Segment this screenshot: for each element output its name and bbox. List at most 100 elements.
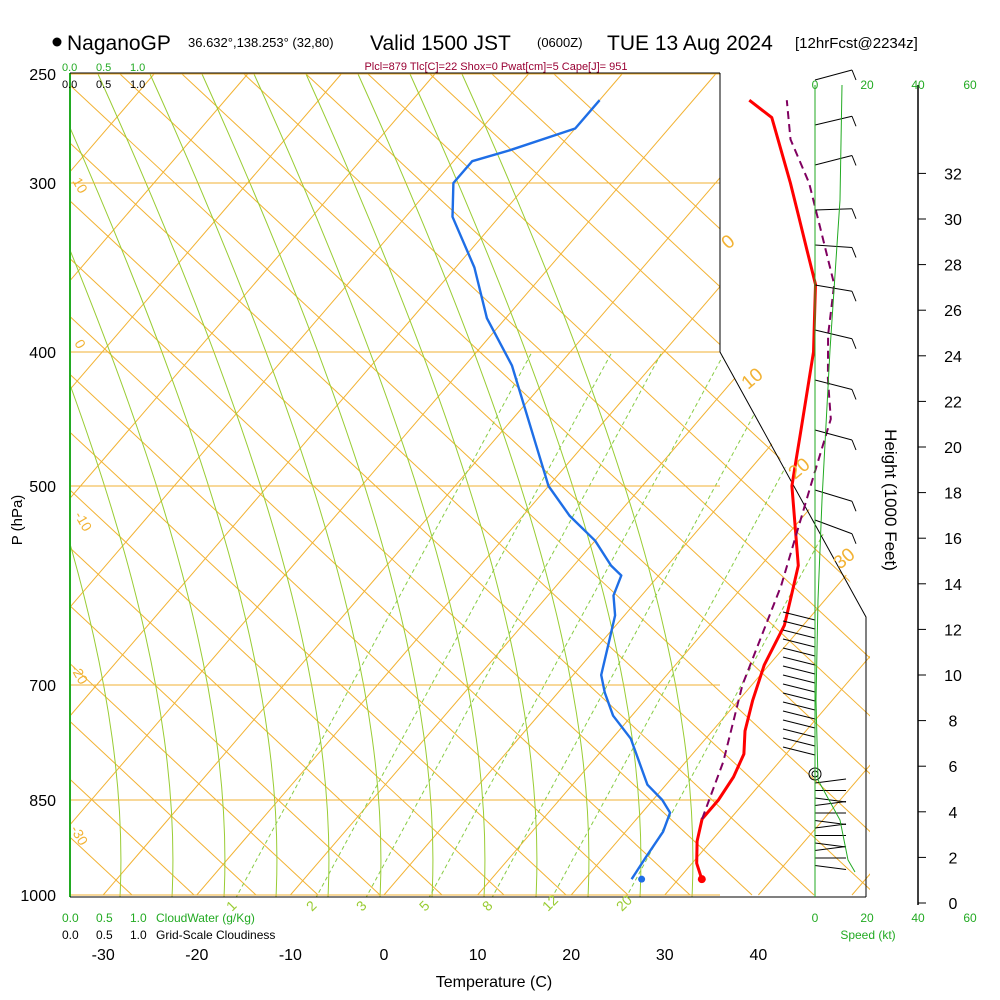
theta-label: 0	[71, 337, 89, 352]
parcel-line	[701, 100, 836, 820]
mixing-ratio-line	[428, 351, 726, 897]
dry-adiabat-line	[70, 605, 381, 896]
cloud-top-black-0: 0.0	[62, 79, 77, 91]
cloudiness-label: Grid-Scale Cloudiness	[156, 928, 275, 942]
cloud-bottom-green-0: 0.0	[62, 911, 79, 925]
temperature-tick-label: 10	[469, 947, 487, 964]
height-axis-label: Height (1000 Feet)	[881, 429, 900, 571]
height-tick-label: 18	[944, 486, 962, 503]
temperature-tick-label: 20	[562, 947, 580, 964]
dry-adiabat-line	[70, 836, 133, 896]
height-tick-label: 4	[949, 805, 958, 822]
wind-scale: 0 20 40 60 0 20 40 60 Speed (kt)	[812, 78, 977, 942]
wind-barb-flag	[851, 501, 857, 512]
cloud-bottom-black-0: 0.0	[62, 928, 79, 942]
dry-adiabat-line	[70, 720, 257, 896]
isotherm-line	[383, 329, 870, 896]
height-tick-label: 28	[944, 258, 962, 275]
isotherm-line	[70, 73, 155, 173]
isotherm-line	[70, 73, 623, 717]
wind-barb	[782, 737, 816, 747]
moist-adiabat-line	[70, 542, 122, 897]
mixing-ratio-line	[365, 351, 663, 897]
moist-adiabat-line	[70, 382, 174, 897]
wind-bottom-40: 40	[911, 911, 925, 925]
temperature-line	[695, 99, 817, 880]
isotherm-line	[70, 73, 436, 500]
cloud-top-black-1: 0.5	[96, 79, 111, 91]
moist-adiabat-line	[70, 248, 226, 897]
height-tick-label: 10	[944, 668, 962, 685]
moist-adiabat-line	[357, 73, 590, 897]
cloud-bottom-black-1: 0.5	[96, 928, 113, 942]
temperature-tick-label: -20	[185, 947, 208, 964]
isotherm-line	[70, 73, 249, 282]
wind-top-40: 40	[911, 78, 925, 92]
wind-barb	[814, 489, 853, 502]
station-name: NaganoGP	[67, 32, 171, 55]
dewpoint-line	[451, 99, 672, 880]
dry-adiabat-line	[429, 73, 870, 486]
wind-barb	[782, 620, 816, 630]
dry-adiabat-line	[70, 200, 815, 896]
height-tick-label: 20	[944, 440, 962, 457]
zulu-time: (0600Z)	[537, 35, 583, 50]
height-tick-label: 26	[944, 303, 962, 320]
wind-speed-label: Speed (kt)	[840, 928, 895, 942]
pressure-tick-label: 1000	[20, 888, 56, 905]
wind-barb	[814, 208, 853, 211]
wind-barb-flag	[851, 247, 857, 258]
mixing-ratio-label: 2	[303, 897, 320, 914]
mixing-ratio-label: 3	[353, 897, 370, 914]
wind-barb	[782, 665, 816, 675]
dry-adiabat-line	[0, 74, 8, 895]
wind-top-0: 0	[812, 78, 819, 92]
wind-barb	[782, 683, 816, 693]
dry-adiabat-line	[70, 84, 870, 833]
moist-adiabat-line	[409, 73, 642, 897]
wind-barb	[814, 846, 847, 851]
cloud-scale-bottom: 0.0 0.5 1.0 CloudWater (g/Kg) 0.0 0.5 1.…	[62, 911, 275, 942]
isotherm-line	[70, 73, 342, 391]
height-tick-label: 22	[944, 394, 962, 411]
wind-barb	[814, 115, 853, 126]
wind-barb	[782, 692, 816, 702]
wind-top-60: 60	[963, 78, 977, 92]
wind-barb	[814, 379, 853, 390]
valid-time: Valid 1500 JST	[370, 32, 511, 55]
wind-barb-flag	[851, 389, 857, 400]
dry-adiabat-line	[553, 73, 870, 370]
temperature-tick-label: -30	[92, 947, 115, 964]
isotherm-line	[664, 655, 870, 896]
moist-adiabat-line	[253, 73, 486, 897]
wind-barb	[782, 719, 816, 729]
profiles	[451, 99, 836, 884]
theta-label: -20	[67, 662, 91, 688]
pressure-tick-label: 850	[29, 793, 56, 810]
cloud-top-green-1: 0.5	[96, 62, 111, 74]
dry-adiabat-line	[70, 142, 870, 891]
wind-barbs	[782, 69, 857, 873]
wind-barb-flag	[851, 69, 857, 81]
temperature-tick-label: 40	[750, 947, 768, 964]
height-tick-label: 32	[944, 166, 962, 183]
dry-adiabat-line	[70, 315, 691, 896]
moist-adiabat-line	[305, 73, 538, 897]
isotherm-line	[70, 73, 717, 826]
surface-temperature-point	[697, 875, 706, 884]
y-axis-label: P (hPa)	[9, 495, 26, 546]
dry-adiabat-line	[243, 73, 870, 659]
wind-bottom-0: 0	[812, 911, 819, 925]
wind-barb	[814, 778, 847, 784]
wind-barb	[782, 656, 816, 666]
wind-barb	[782, 629, 816, 639]
moist-adiabat-line	[149, 73, 382, 897]
wind-barb-flag	[851, 291, 857, 302]
pressure-tick-label: 250	[29, 67, 56, 84]
isotherm-line	[70, 73, 529, 608]
cloud-bottom-green-1: 0.5	[96, 911, 113, 925]
wind-barb-flag	[851, 533, 857, 544]
